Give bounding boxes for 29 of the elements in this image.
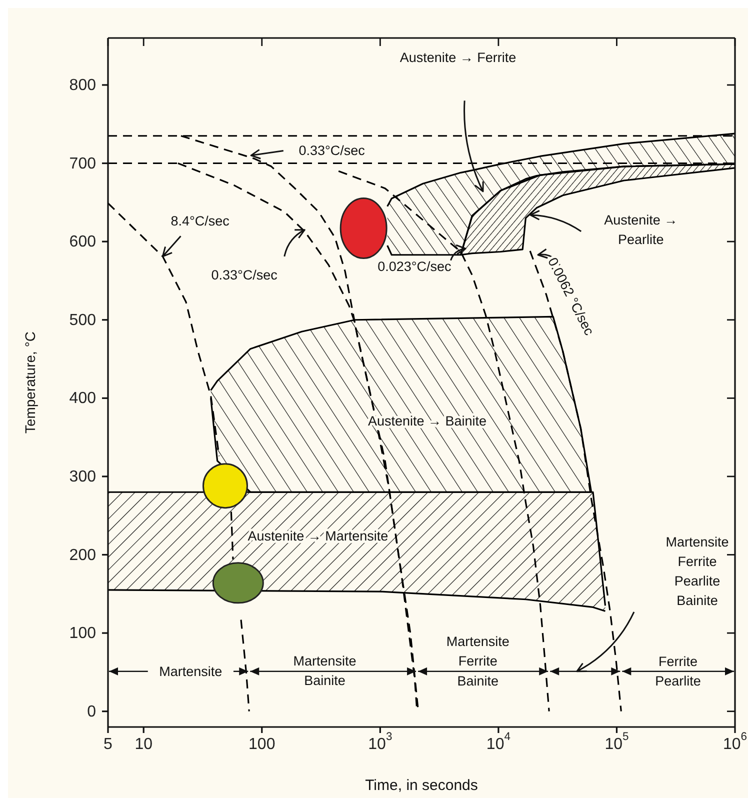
annotation: 0.33°C/sec <box>298 143 366 158</box>
annotation: 0.33°C/sec <box>211 268 278 283</box>
annotation: Ferrite Pearlite <box>655 654 701 689</box>
y-tick-label: 800 <box>69 76 96 94</box>
y-tick-label: 300 <box>69 468 96 485</box>
y-tick-label: 200 <box>69 546 96 564</box>
x-tick-label: 10 <box>134 736 153 754</box>
annotation: Martensite Bainite <box>293 653 356 688</box>
y-tick-label: 0 <box>87 702 96 720</box>
annotation: Martensite Ferrite Pearlite Bainite <box>666 534 729 608</box>
y-tick-label: 400 <box>69 390 96 407</box>
annotation: 0.023°C/sec <box>378 259 452 274</box>
x-axis-title: Time, in seconds <box>365 777 478 794</box>
x-tick-label: 10$^{3}$ <box>368 731 392 754</box>
x-tick-label: 100 <box>248 736 276 754</box>
y-tick-label: 700 <box>69 154 96 172</box>
x-tick-label: 10$^{6}$ <box>722 731 748 754</box>
x-tick-label: 10$^{4}$ <box>486 731 510 754</box>
y-tick-label: 500 <box>69 311 96 328</box>
annotation: Martensite Ferrite Bainite <box>446 634 510 688</box>
y-axis-title: Temperature, °C <box>22 331 38 434</box>
annotation: 8.4°C/sec <box>170 214 230 229</box>
y-tick-label: 100 <box>69 624 96 642</box>
y-tick-label: 600 <box>69 233 96 250</box>
x-tick-label: 10$^{5}$ <box>604 731 629 754</box>
annotation: Austenite → Pearlite <box>604 212 678 248</box>
annotation: Martensite <box>159 664 222 679</box>
annotation: Austenite → Ferrite <box>400 50 516 66</box>
x-tick-label: 5 <box>104 736 113 754</box>
